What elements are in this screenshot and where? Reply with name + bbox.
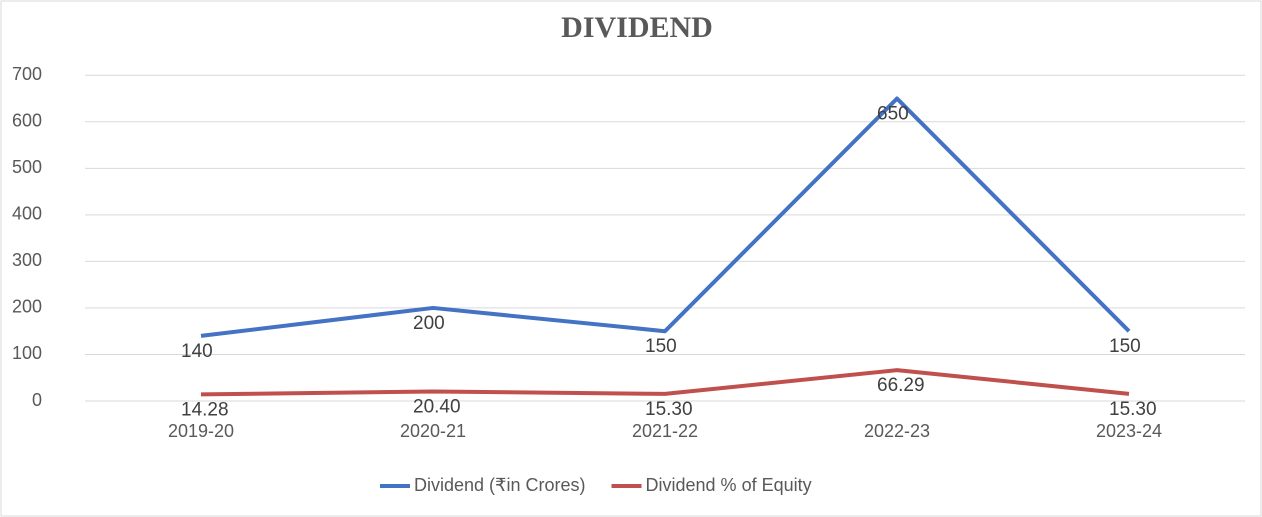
chart-title: DIVIDEND [561, 11, 713, 44]
x-tick-label: 2020-21 [400, 421, 466, 441]
data-label: 140 [181, 341, 213, 362]
x-tick-label: 2019-20 [168, 421, 234, 441]
data-label: 200 [413, 313, 445, 334]
y-tick-label: 300 [12, 250, 42, 270]
y-tick-label: 0 [32, 390, 42, 410]
y-tick-label: 600 [12, 111, 42, 131]
x-tick-label: 2021-22 [632, 421, 698, 441]
y-tick-label: 700 [12, 64, 42, 84]
data-label: 66.29 [877, 375, 925, 396]
data-label: 15.30 [645, 399, 693, 420]
data-label: 14.28 [181, 399, 229, 420]
y-tick-label: 500 [12, 157, 42, 177]
y-tick-label: 100 [12, 343, 42, 363]
data-label: 20.40 [413, 397, 461, 418]
series-line [200, 96, 1131, 338]
legend-label: Dividend % of Equity [646, 475, 812, 495]
y-tick-label: 200 [12, 297, 42, 317]
x-tick-label: 2022-23 [864, 421, 930, 441]
data-label: 150 [1109, 336, 1141, 357]
x-tick-label: 2023-24 [1096, 421, 1162, 441]
series-line [200, 368, 1130, 397]
y-tick-label: 400 [12, 204, 42, 224]
data-label: 150 [645, 336, 677, 357]
data-label: 650 [877, 104, 909, 125]
legend-label: Dividend (₹in Crores) [414, 475, 586, 495]
data-label: 15.30 [1109, 399, 1157, 420]
